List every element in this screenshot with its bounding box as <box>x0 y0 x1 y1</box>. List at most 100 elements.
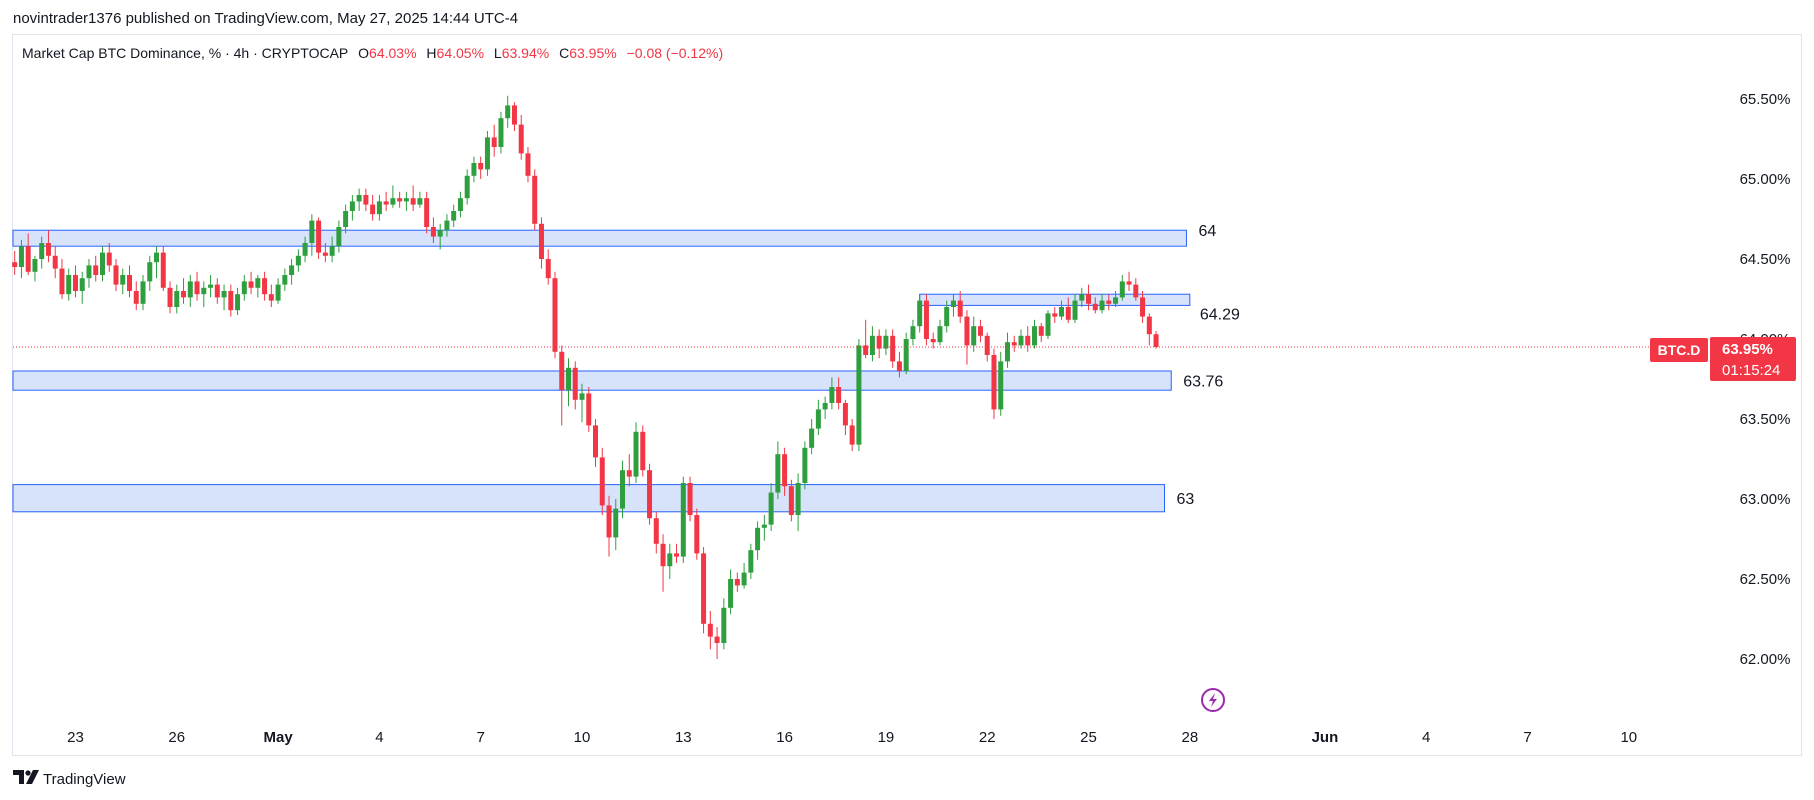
candle-body <box>1065 307 1071 320</box>
candle-body <box>1113 297 1119 304</box>
tradingview-branding[interactable]: TradingView <box>13 770 126 788</box>
candle-body <box>626 470 632 477</box>
candle-body <box>66 275 72 295</box>
candle-body <box>376 201 382 215</box>
candle-body <box>444 220 450 231</box>
candle-body <box>640 431 646 471</box>
candle-body <box>505 105 511 119</box>
candle-body <box>971 326 977 346</box>
y-tick-label: 64.50% <box>1740 251 1791 268</box>
candle-body <box>187 281 193 298</box>
candle-body <box>721 607 727 643</box>
candle-body <box>397 198 403 202</box>
candle-body <box>59 268 65 295</box>
candle-body <box>275 284 281 301</box>
open-value: 64.03% <box>369 45 417 61</box>
candle-body <box>552 278 558 352</box>
candle-body <box>491 137 497 147</box>
candle-body <box>167 287 173 307</box>
candle-body <box>181 291 187 298</box>
candle-body <box>174 291 180 307</box>
candle-body <box>289 265 295 275</box>
x-tick-label: 23 <box>67 729 84 746</box>
candle-body <box>674 553 680 557</box>
candle-body <box>390 198 396 205</box>
candle-body <box>25 246 31 272</box>
candle-body <box>336 227 342 247</box>
candle-body <box>869 335 875 355</box>
candle-body <box>1025 335 1031 346</box>
candle-body <box>687 483 693 515</box>
lightning-event-icon[interactable] <box>1201 688 1225 712</box>
candle-body <box>228 291 234 311</box>
candle-body <box>39 243 45 259</box>
candle-body <box>755 527 761 551</box>
candle-body <box>957 300 963 317</box>
candle-body <box>478 163 484 170</box>
candle-body <box>160 252 166 288</box>
candle-body <box>667 553 673 567</box>
candle-body <box>876 335 882 349</box>
candle-body <box>856 345 862 445</box>
candle-body <box>1052 313 1058 317</box>
candle-body <box>559 351 565 391</box>
candle-body <box>147 262 153 282</box>
candle-body <box>471 163 477 176</box>
candle-body <box>201 287 207 295</box>
candle-body <box>451 211 457 221</box>
candle-body <box>1140 297 1146 317</box>
candle-body <box>775 454 781 493</box>
candle-body <box>410 198 416 205</box>
x-tick-label: 16 <box>776 729 793 746</box>
publisher-attribution: novintrader1376 published on TradingView… <box>13 10 519 27</box>
candle-body <box>1079 294 1085 301</box>
zone-label: 63.76 <box>1183 374 1223 391</box>
candle-body <box>910 326 916 339</box>
candle-body <box>977 326 983 336</box>
candle-body <box>208 284 214 288</box>
candle-body <box>370 204 376 215</box>
y-tick-label: 63.00% <box>1740 491 1791 508</box>
candle-body <box>1038 326 1044 336</box>
candle-body <box>809 428 815 448</box>
candle-body <box>606 505 612 538</box>
x-axis[interactable]: 23 26 May 4 7 10 13 16 19 22 25 28 Jun 4 7 10 <box>67 729 1637 746</box>
candle-body <box>248 281 254 288</box>
candle-body <box>802 447 808 483</box>
open-label: O <box>358 45 370 61</box>
low-value: 63.94% <box>501 45 550 61</box>
candle-body <box>99 252 105 275</box>
candle-body <box>890 335 896 362</box>
x-tick-label: 28 <box>1181 729 1198 746</box>
price-tag-bg <box>1710 337 1796 381</box>
candle-body <box>836 387 842 403</box>
candle-body <box>633 431 639 477</box>
x-tick-label: 22 <box>979 729 996 746</box>
candle-body <box>647 470 653 519</box>
candle-body <box>282 275 288 285</box>
candle-body <box>991 355 997 410</box>
candle-body <box>748 550 754 573</box>
candle-body <box>430 227 436 237</box>
candle-body <box>322 252 328 256</box>
candle-body <box>620 470 626 509</box>
tradingview-wordmark: TradingView <box>43 770 126 788</box>
candle-body <box>154 252 160 263</box>
price-tag-value: 63.95% <box>1722 341 1773 358</box>
candle-body <box>72 275 78 291</box>
candle-body <box>484 137 490 170</box>
x-tick-label: Jun <box>1312 729 1339 746</box>
tradingview-logo-icon <box>13 770 39 788</box>
candle-body <box>221 291 227 298</box>
candle-body <box>815 409 821 429</box>
candle-body <box>302 243 308 256</box>
candle-body <box>403 198 409 202</box>
lightning-icon <box>1209 693 1217 707</box>
zone-label: 64.29 <box>1200 306 1240 323</box>
candle-body <box>1106 300 1112 304</box>
candle-body <box>417 198 423 205</box>
high-label: H <box>426 45 437 61</box>
y-tick-label: 62.00% <box>1740 651 1791 668</box>
symbol-description[interactable]: Market Cap BTC Dominance, % · 4h · CRYPT… <box>22 45 349 61</box>
